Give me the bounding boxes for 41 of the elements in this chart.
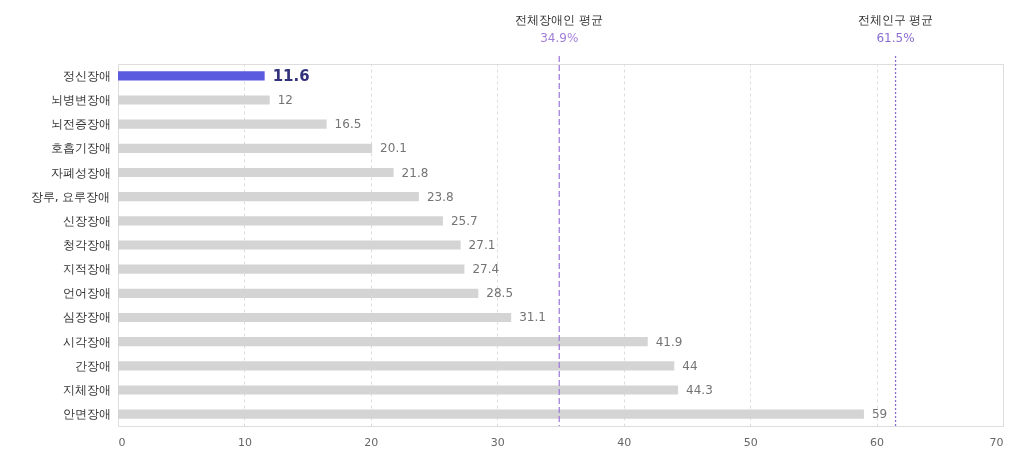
y-tick-label: 뇌전증장애 xyxy=(50,117,111,132)
y-tick-label: 뇌병변장애 xyxy=(50,93,111,108)
x-tick-label: 20 xyxy=(364,435,379,449)
x-tick-label: 30 xyxy=(490,435,505,449)
data-label: 21.8 xyxy=(401,165,429,180)
y-tick-label: 자폐성장애 xyxy=(50,165,111,180)
y-tick-label: 지적장애 xyxy=(62,262,111,277)
y-tick-label: 지체장애 xyxy=(62,382,111,397)
ref-line-label: 전체장애인 평균 34.9% xyxy=(515,13,604,45)
x-tick-label: 50 xyxy=(743,435,758,449)
data-label: 25.7 xyxy=(450,213,478,228)
data-label: 27.4 xyxy=(472,262,500,277)
data-label: 44 xyxy=(682,358,698,373)
data-label: 44.3 xyxy=(686,382,713,397)
y-tick-label: 시각장애 xyxy=(62,334,111,349)
data-label: 12 xyxy=(277,93,293,108)
x-tick-label: 60 xyxy=(870,435,885,449)
y-tick-label: 신장장애 xyxy=(62,213,111,228)
data-label: 59 xyxy=(871,407,888,422)
x-tick-label: 40 xyxy=(617,435,632,449)
y-tick-label: 호흡기장애 xyxy=(50,141,111,156)
data-label: 31.1 xyxy=(519,310,546,325)
y-tick-label: 정신장애 xyxy=(62,68,111,83)
data-label: 11.6 xyxy=(272,66,310,85)
data-label: 20.1 xyxy=(380,141,407,156)
y-tick-label: 장루, 요루장애 xyxy=(30,189,111,204)
data-label: 23.8 xyxy=(426,189,454,204)
data-label: 27.1 xyxy=(468,238,496,252)
y-tick-label: 심장장애 xyxy=(62,310,111,325)
y-tick-label: 안면장애 xyxy=(62,407,111,422)
y-tick-label: 청각장애 xyxy=(62,238,111,252)
x-tick-label: 70 xyxy=(989,435,1004,449)
ref-line-label: 전체인구 평균 61.5% xyxy=(857,13,934,45)
x-tick-label: 10 xyxy=(237,435,252,449)
data-label: 16.5 xyxy=(334,117,362,132)
data-label: 28.5 xyxy=(486,286,514,301)
bar xyxy=(118,71,265,81)
y-tick-label: 간장애 xyxy=(74,358,111,373)
data-label: 41.9 xyxy=(655,334,683,349)
y-tick-label: 언어장애 xyxy=(62,286,111,301)
x-tick-label: 0 xyxy=(118,435,126,449)
